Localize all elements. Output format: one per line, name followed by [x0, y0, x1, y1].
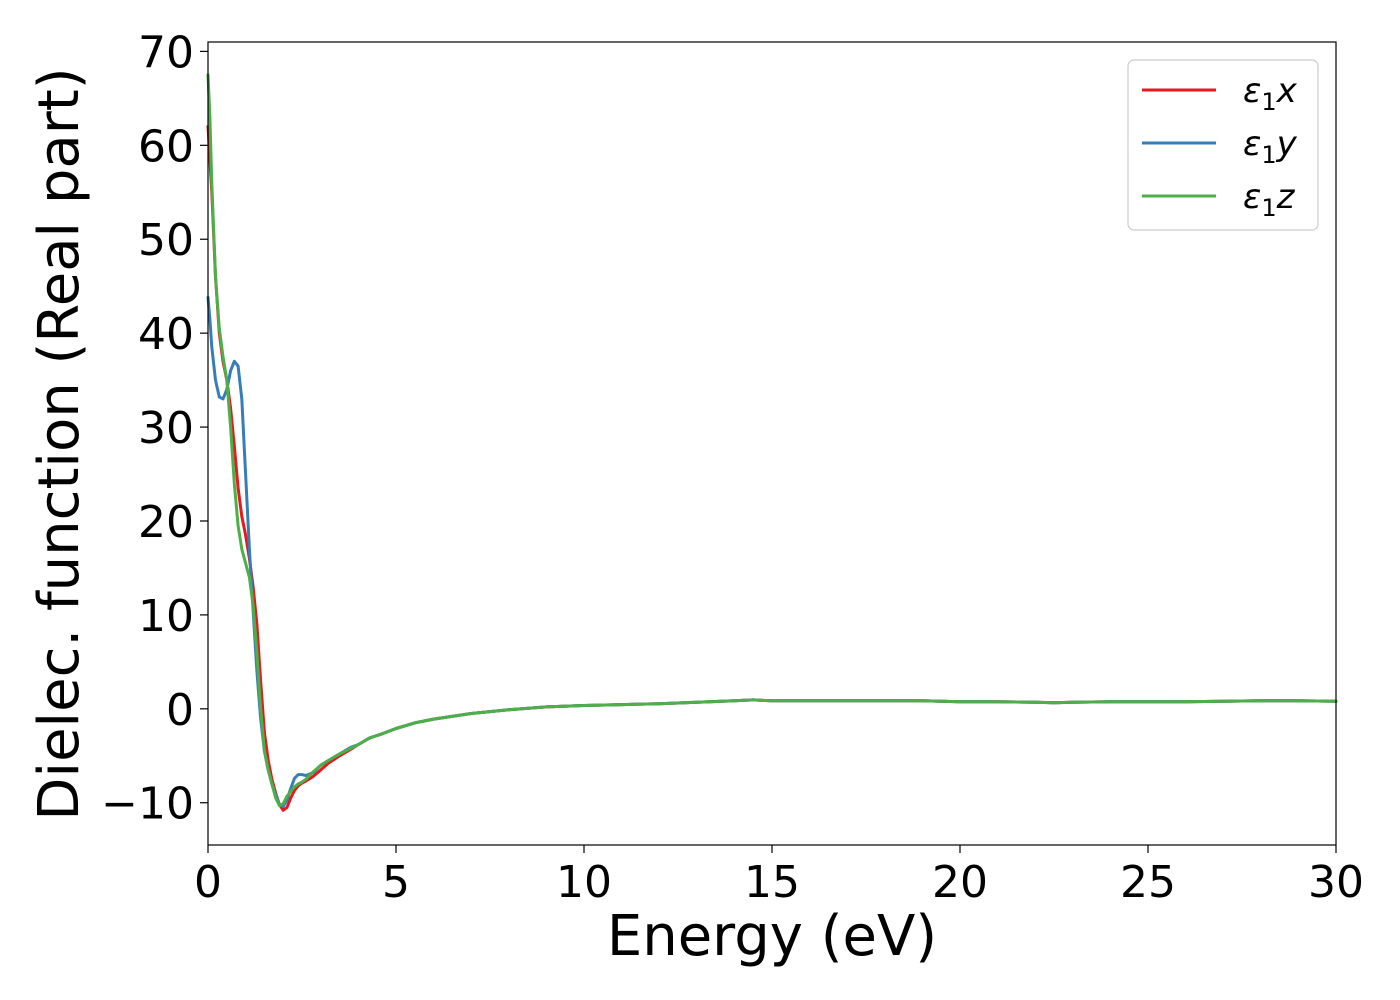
y-tick-label: 0	[166, 685, 194, 736]
y-tick-label: −10	[101, 779, 194, 830]
x-tick-label: 15	[744, 857, 800, 908]
x-axis-label: Energy (eV)	[607, 904, 937, 969]
y-axis-ticks: −10 0 10 20 30 40 50 60 70	[101, 27, 208, 830]
x-tick-label: 0	[194, 857, 222, 908]
legend-label-x: ε1x	[1243, 71, 1298, 116]
y-tick-label: 60	[138, 121, 194, 172]
x-tick-label: 10	[556, 857, 612, 908]
x-axis-ticks: 0 5 10 15 20 25 30	[194, 845, 1364, 908]
y-tick-label: 50	[138, 215, 194, 266]
legend-base: ε	[1243, 177, 1261, 217]
legend-subscript: 1	[1261, 141, 1276, 169]
legend-label-y: ε1y	[1243, 124, 1298, 169]
legend-subscript: 1	[1261, 194, 1276, 222]
legend-base: ε	[1243, 71, 1261, 111]
x-tick-label: 20	[932, 857, 988, 908]
legend-subscript: 1	[1261, 88, 1276, 116]
y-tick-label: 70	[138, 27, 194, 78]
series-line-z	[206, 73, 1338, 808]
x-tick-label: 5	[382, 857, 410, 908]
y-tick-label: 30	[138, 403, 194, 454]
y-tick-label: 20	[138, 497, 194, 548]
legend-variable: x	[1276, 71, 1298, 111]
y-tick-label: 10	[138, 591, 194, 642]
x-tick-label: 25	[1120, 857, 1176, 908]
series-layer	[206, 73, 1338, 812]
legend-label-z: ε1z	[1243, 177, 1296, 222]
x-tick-label: 30	[1308, 857, 1364, 908]
series-line-y	[206, 296, 1338, 808]
legend-base: ε	[1243, 124, 1261, 164]
legend-variable: y	[1276, 124, 1298, 164]
legend-variable: z	[1276, 177, 1296, 217]
y-tick-label: 40	[138, 309, 194, 360]
y-axis-label: Dielec. function (Real part)	[27, 67, 92, 820]
legend-frame	[1127, 59, 1319, 231]
